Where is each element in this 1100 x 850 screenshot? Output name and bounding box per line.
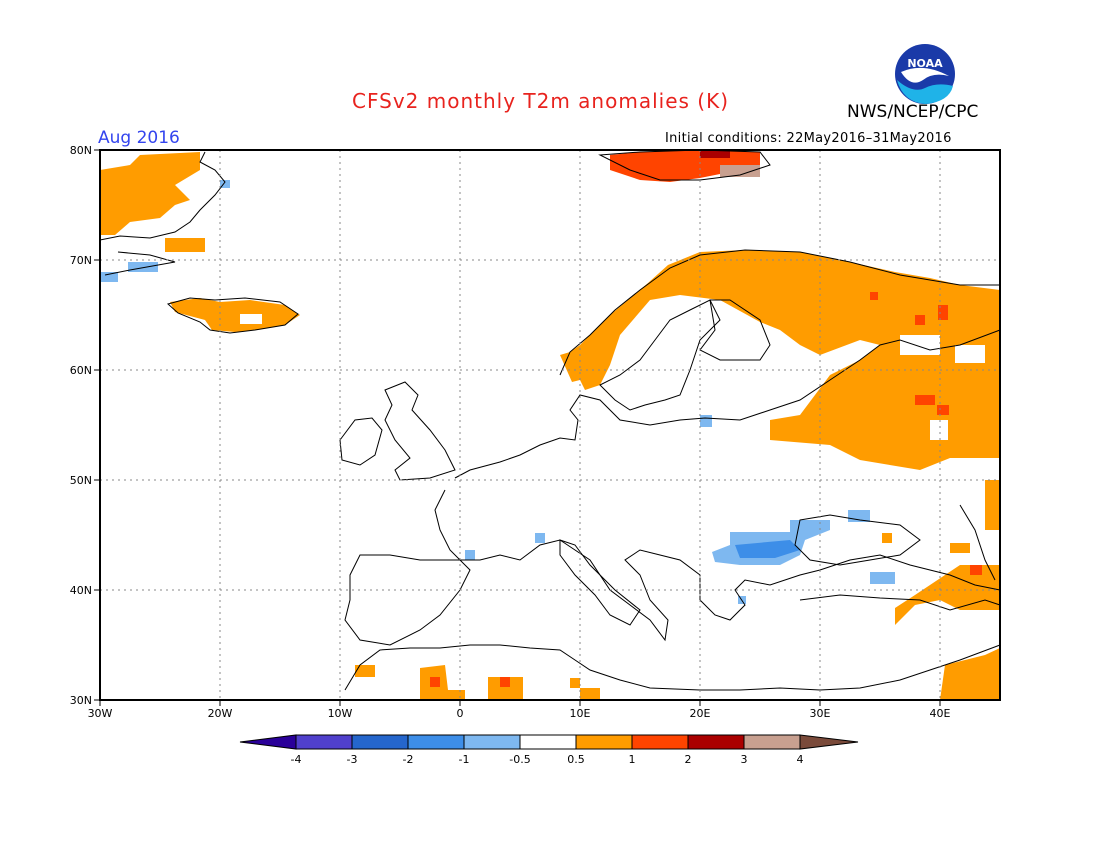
initial-conditions: Initial conditions: 22May2016–31May2016 [665, 131, 952, 146]
colorbar [239, 734, 859, 750]
lon-label: 30W [88, 707, 113, 720]
colorbar-bin [519, 734, 577, 750]
colorbar-bin [407, 734, 465, 750]
lon-label: 20W [208, 707, 233, 720]
colorbar-label: 4 [797, 753, 804, 766]
agency-label: NWS/NCEP/CPC [847, 102, 979, 122]
lat-label: 50N [70, 474, 92, 487]
chart-title: CFSv2 monthly T2m anomalies (K) [352, 89, 729, 113]
lon-label: 30E [810, 707, 831, 720]
gridlines [100, 150, 1000, 700]
colorbar-label: -2 [403, 753, 414, 766]
colorbar-arrow-right [799, 734, 859, 750]
colorbar-labels: -4 -3 -2 -1 -0.5 0.5 1 2 3 4 [291, 753, 804, 766]
colorbar-bin [631, 734, 689, 750]
lon-label: 10W [328, 707, 353, 720]
colorbar-label: 0.5 [567, 753, 585, 766]
svg-text:NOAA: NOAA [907, 57, 943, 70]
colorbar-bin [687, 734, 745, 750]
colorbar-bin [295, 734, 353, 750]
noaa-logo-icon: NOAA [895, 44, 955, 104]
lon-label: 10E [570, 707, 591, 720]
colorbar-bin [743, 734, 801, 750]
longitude-labels: 30W 20W 10W 0 10E 20E 30E 40E [88, 707, 951, 720]
latitude-labels: 80N 70N 60N 50N 40N 30N [70, 144, 92, 707]
lon-label: 40E [930, 707, 951, 720]
lat-label: 40N [70, 584, 92, 597]
lon-label: 0 [457, 707, 464, 720]
colorbar-label: 1 [629, 753, 636, 766]
lat-label: 80N [70, 144, 92, 157]
map-frame [99, 149, 1001, 701]
colorbar-label: 2 [685, 753, 692, 766]
colorbar-bin [575, 734, 633, 750]
anomaly-shading [100, 150, 1000, 700]
colorbar-label: -1 [459, 753, 470, 766]
colorbar-label: -3 [347, 753, 358, 766]
lat-label: 70N [70, 254, 92, 267]
forecast-period: Aug 2016 [98, 128, 180, 148]
lon-label: 20E [690, 707, 711, 720]
colorbar-bin [463, 734, 521, 750]
coastlines [99, 149, 1001, 691]
colorbar-label: 3 [741, 753, 748, 766]
colorbar-arrow-left [239, 734, 297, 750]
lat-label: 30N [70, 694, 92, 707]
colorbar-bin [351, 734, 409, 750]
colorbar-label: -4 [291, 753, 302, 766]
lat-label: 60N [70, 364, 92, 377]
colorbar-label: -0.5 [509, 753, 530, 766]
